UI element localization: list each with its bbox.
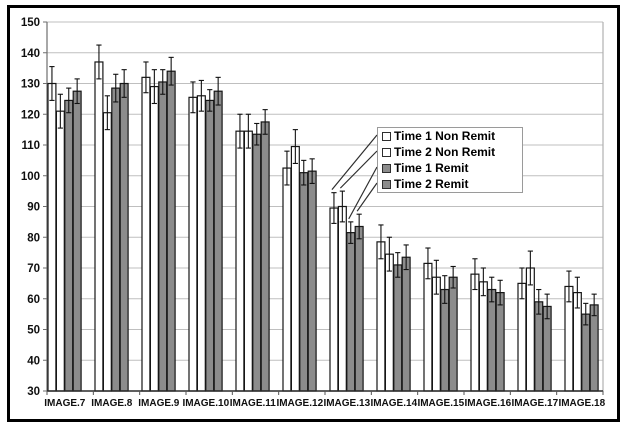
x-category-label: IMAGE.16 <box>464 398 511 409</box>
bar <box>448 276 458 392</box>
y-tick-label: 120 <box>21 109 40 121</box>
bar <box>196 95 206 392</box>
bar <box>260 121 270 392</box>
bar <box>525 267 535 392</box>
bar <box>337 205 347 392</box>
y-tick-label: 90 <box>27 202 40 214</box>
bar <box>94 61 104 392</box>
x-category-label: IMAGE.8 <box>91 398 133 409</box>
bar <box>307 170 317 392</box>
bar <box>290 145 300 392</box>
legend-label: Time 2 Non Remit <box>394 145 496 159</box>
legend-swatch-time2-remit <box>382 179 391 189</box>
legend-swatch-time2-nonremit <box>382 147 391 157</box>
y-tick-label: 150 <box>21 17 40 29</box>
bar <box>376 241 386 392</box>
bar <box>64 99 74 392</box>
legend-entry: Time 1 Non Remit <box>382 128 522 144</box>
bar <box>470 273 480 392</box>
x-category-label: IMAGE.13 <box>323 398 370 409</box>
x-category-label: IMAGE.11 <box>230 398 277 409</box>
bar <box>487 288 497 392</box>
legend-swatch-time1-remit <box>382 163 391 173</box>
bar <box>111 87 121 392</box>
x-category-label: IMAGE.17 <box>511 398 558 409</box>
y-tick-label: 30 <box>27 386 40 398</box>
bar <box>440 288 450 392</box>
bar <box>423 262 433 392</box>
bar <box>243 130 253 392</box>
legend-callout-line <box>356 182 378 212</box>
bar <box>72 90 82 392</box>
bar <box>55 110 65 392</box>
legend-label: Time 1 Remit <box>394 161 469 175</box>
x-category-label: IMAGE.18 <box>558 398 605 409</box>
bar <box>329 207 339 392</box>
x-category-label: IMAGE.7 <box>44 398 86 409</box>
y-tick-label: 110 <box>21 140 40 152</box>
bar <box>495 292 505 392</box>
legend-swatch-time1-nonremit <box>382 131 391 141</box>
legend-callout-line <box>339 150 378 189</box>
bar <box>478 281 488 392</box>
bar <box>252 133 262 392</box>
legend-callout-line <box>331 134 378 191</box>
bar <box>393 264 403 392</box>
y-tick-label: 140 <box>21 48 40 60</box>
bar <box>213 90 223 392</box>
legend-label: Time 1 Non Remit <box>394 129 496 143</box>
y-tick-label: 130 <box>21 79 40 91</box>
x-category-label: IMAGE.10 <box>182 398 229 409</box>
legend-entry: Time 2 Remit <box>382 176 522 192</box>
bar <box>517 282 527 392</box>
bar <box>589 304 599 392</box>
y-tick-label: 40 <box>27 355 40 367</box>
x-category-label: IMAGE.15 <box>417 398 464 409</box>
bar <box>102 112 112 392</box>
bar <box>299 172 309 392</box>
bar <box>119 82 129 392</box>
bar <box>158 81 168 392</box>
x-category-label: IMAGE.9 <box>138 398 180 409</box>
y-tick-label: 100 <box>21 171 40 183</box>
bar <box>581 313 591 392</box>
legend-label: Time 2 Remit <box>394 177 469 191</box>
legend-callout-line <box>348 166 378 220</box>
bar <box>166 70 176 392</box>
legend-entry: Time 1 Remit <box>382 160 522 176</box>
bar <box>141 76 151 392</box>
y-tick-label: 60 <box>27 294 40 306</box>
bar <box>235 130 245 392</box>
bar <box>534 301 544 392</box>
bar <box>401 256 411 392</box>
bar <box>384 253 394 392</box>
bar <box>205 99 215 392</box>
y-tick-label: 70 <box>27 263 40 275</box>
bar <box>282 167 292 392</box>
x-category-label: IMAGE.14 <box>370 398 417 409</box>
bar <box>354 225 364 392</box>
bar <box>188 96 198 392</box>
chart-legend: Time 1 Non Remit Time 2 Non Remit Time 1… <box>377 127 523 193</box>
y-tick-label: 80 <box>27 232 40 244</box>
y-tick-label: 50 <box>27 325 40 337</box>
x-category-label: IMAGE.12 <box>276 398 323 409</box>
bar <box>47 82 57 392</box>
bar <box>149 85 159 392</box>
legend-entry: Time 2 Non Remit <box>382 144 522 160</box>
bar <box>346 232 356 392</box>
